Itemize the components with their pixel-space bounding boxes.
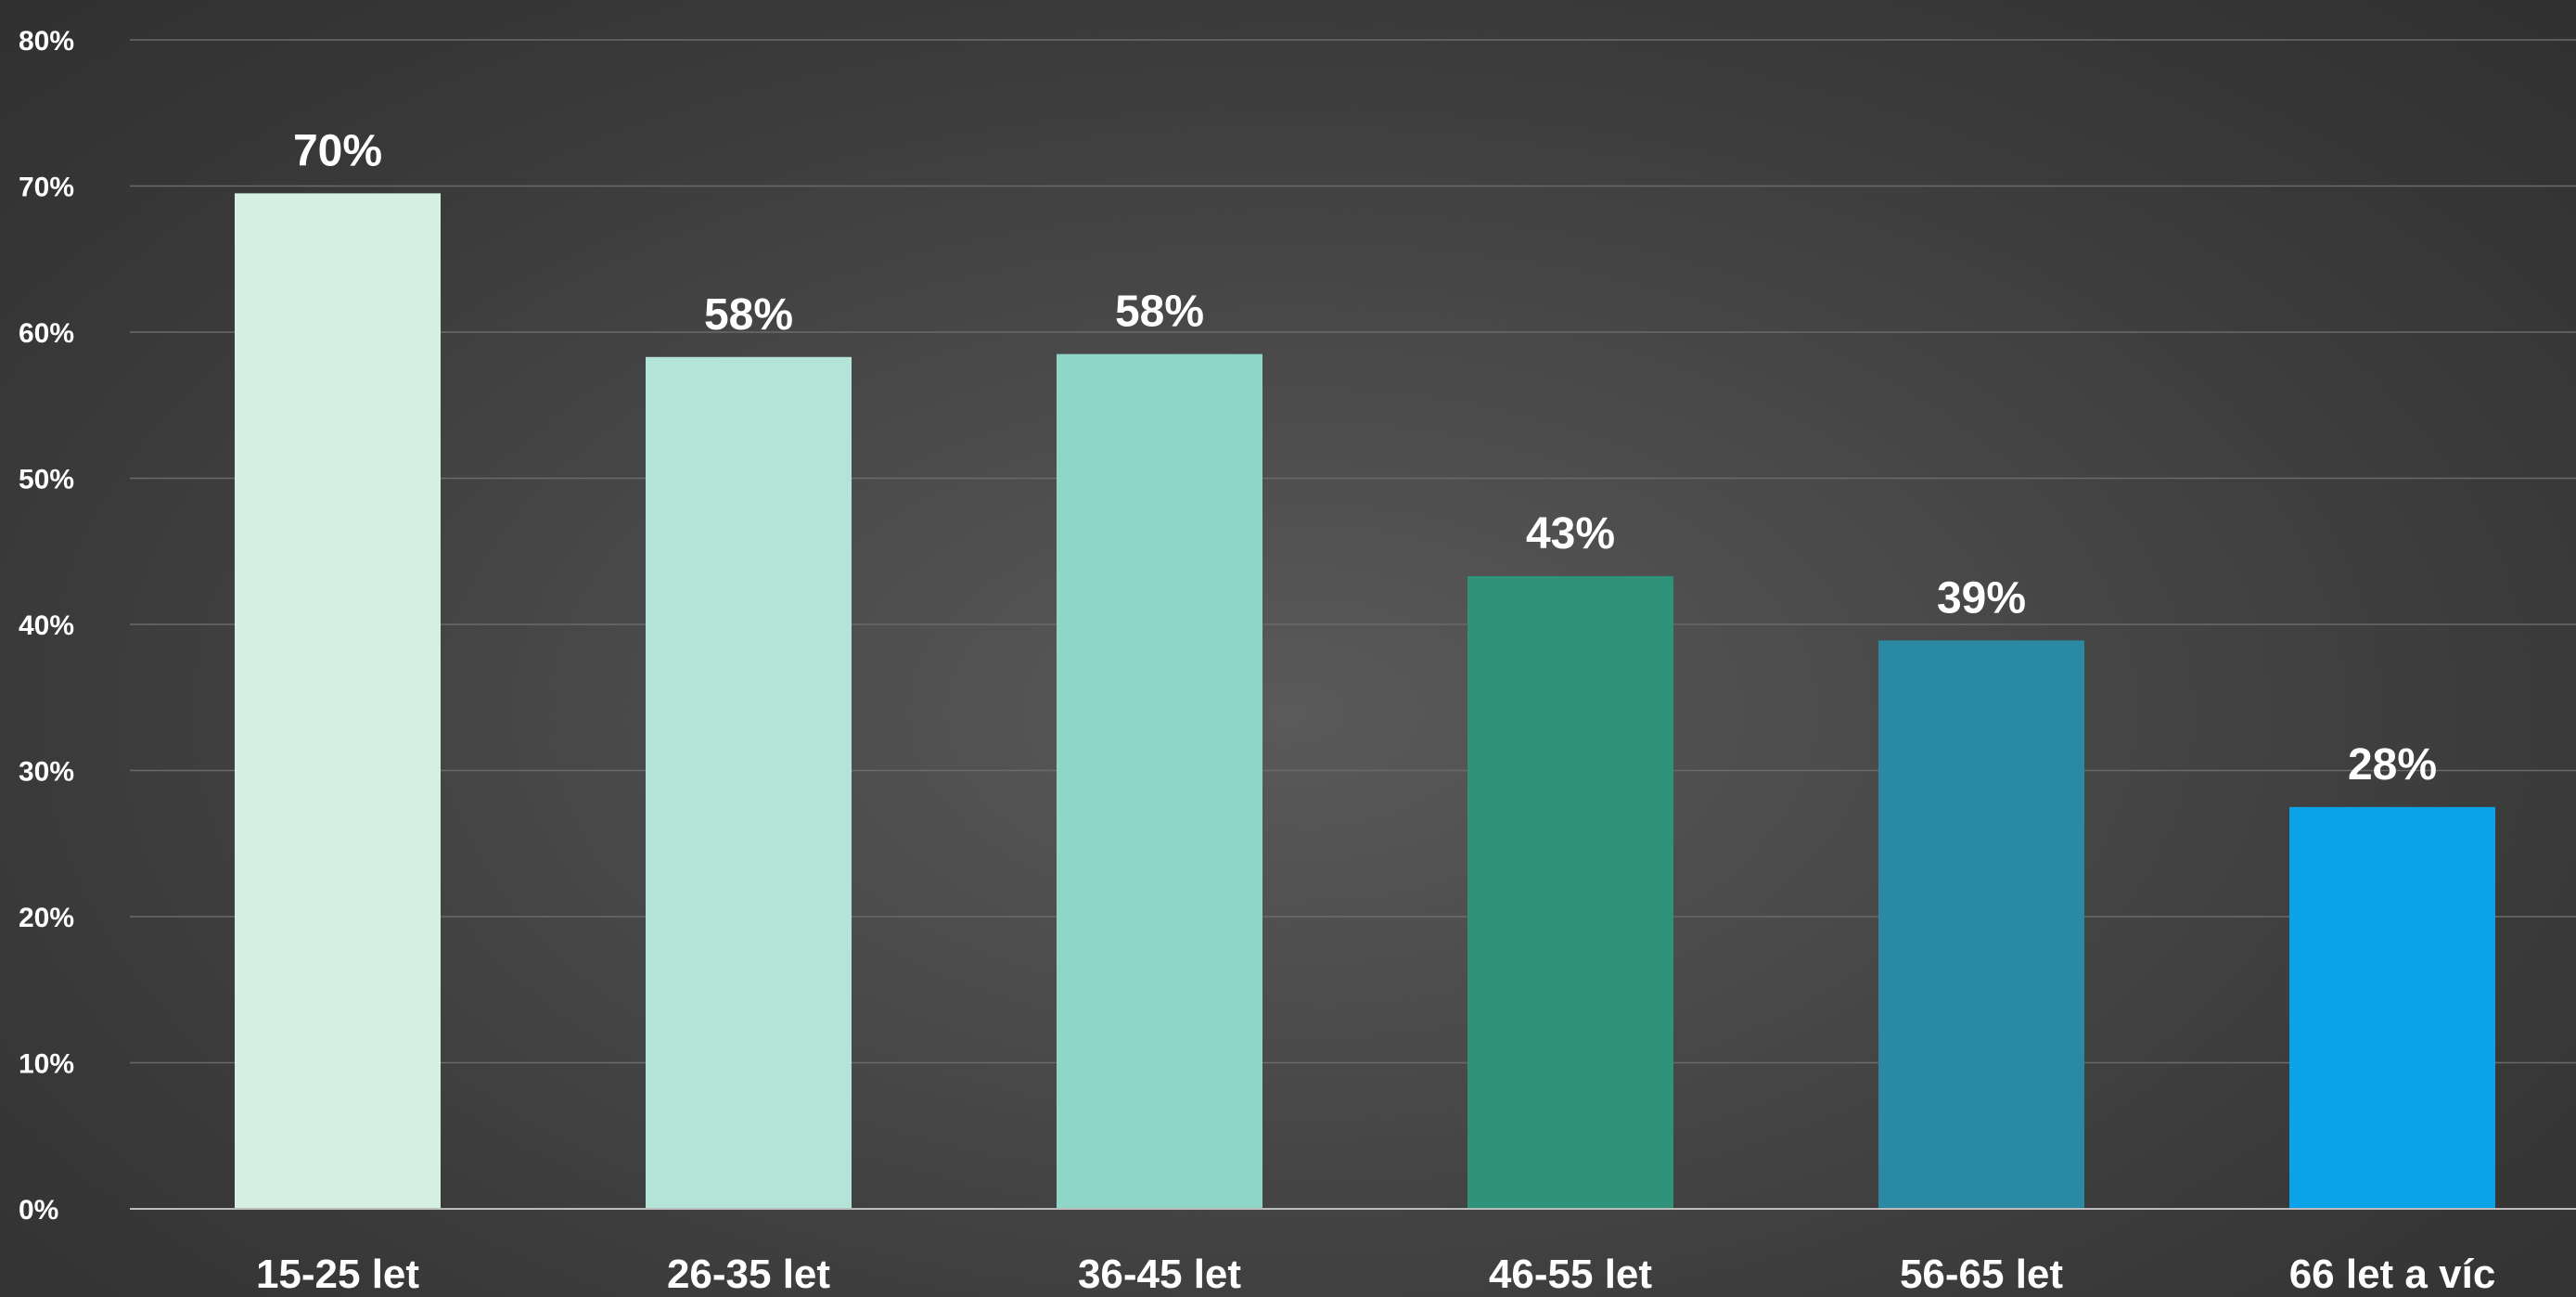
data-labels: 70% 58% 58% 43% 39% 28% xyxy=(293,126,2437,790)
data-label: 39% xyxy=(1937,573,2026,623)
y-tick-label: 20% xyxy=(19,903,74,933)
bar xyxy=(1057,353,1262,1209)
bar xyxy=(2289,806,2495,1209)
bar xyxy=(1467,576,1673,1209)
y-tick-label: 10% xyxy=(19,1049,74,1080)
y-tick-label: 70% xyxy=(19,173,74,203)
bar xyxy=(646,356,852,1209)
x-category-label: 36-45 let xyxy=(1078,1252,1241,1297)
x-category-label: 26-35 let xyxy=(667,1252,830,1297)
y-tick-label: 60% xyxy=(19,318,74,349)
data-label: 58% xyxy=(1115,288,1204,337)
y-tick-label: 30% xyxy=(19,757,74,788)
x-category-label: 56-65 let xyxy=(1900,1252,2063,1297)
y-axis-tick-labels: 0% 10% 20% 30% 40% 50% 60% 70% 80% xyxy=(19,26,74,1226)
data-label: 28% xyxy=(2348,740,2437,790)
x-category-label: 66 let a víc xyxy=(2289,1252,2496,1297)
y-tick-label: 50% xyxy=(19,465,74,495)
y-tick-label: 0% xyxy=(19,1195,58,1226)
x-category-label: 15-25 let xyxy=(256,1252,419,1297)
bar xyxy=(1878,640,2084,1209)
x-axis-category-labels: 15-25 let 26-35 let 36-45 let 46-55 let 56-6… xyxy=(256,1252,2495,1297)
bar xyxy=(235,193,441,1209)
data-label: 43% xyxy=(1526,509,1615,559)
y-tick-label: 40% xyxy=(19,610,74,641)
y-tick-label: 80% xyxy=(19,26,74,57)
x-category-label: 46-55 let xyxy=(1489,1252,1652,1297)
data-label: 70% xyxy=(293,126,382,175)
gridlines xyxy=(130,39,2576,1064)
data-label: 58% xyxy=(704,290,793,340)
bars xyxy=(235,193,2495,1209)
